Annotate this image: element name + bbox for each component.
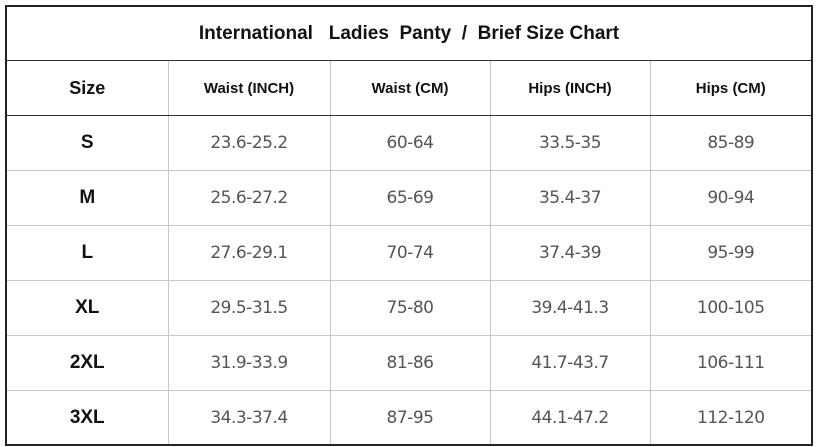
table-row: XL 29.5-31.5 75-80 39.4-41.3 100-105 <box>5 280 813 336</box>
cell-waist-inch: 27.6-29.1 <box>167 225 331 281</box>
header-size: Size <box>5 60 169 116</box>
cell-waist-inch: 34.3-37.4 <box>167 390 331 446</box>
table-row: 3XL 34.3-37.4 87-95 44.1-47.2 112-120 <box>5 390 813 446</box>
cell-waist-inch: 29.5-31.5 <box>167 280 331 336</box>
cell-size: 3XL <box>5 390 169 446</box>
cell-size: L <box>5 225 169 281</box>
cell-hips-inch: 41.7-43.7 <box>489 335 651 391</box>
cell-hips-cm: 85-89 <box>649 115 813 171</box>
header-hips-inch: Hips (INCH) <box>489 60 651 116</box>
header-waist-inch: Waist (INCH) <box>167 60 331 116</box>
header-waist-cm: Waist (CM) <box>329 60 491 116</box>
header-row: Size Waist (INCH) Waist (CM) Hips (INCH)… <box>5 60 813 116</box>
table-row: S 23.6-25.2 60-64 33.5-35 85-89 <box>5 115 813 171</box>
size-chart-table: International Ladies Panty / Brief Size … <box>5 5 814 446</box>
cell-waist-cm: 81-86 <box>329 335 491 391</box>
cell-waist-inch: 25.6-27.2 <box>167 170 331 226</box>
cell-hips-cm: 95-99 <box>649 225 813 281</box>
table-row: M 25.6-27.2 65-69 35.4-37 90-94 <box>5 170 813 226</box>
cell-hips-cm: 112-120 <box>649 390 813 446</box>
cell-hips-inch: 35.4-37 <box>489 170 651 226</box>
table-row: L 27.6-29.1 70-74 37.4-39 95-99 <box>5 225 813 281</box>
cell-size: M <box>5 170 169 226</box>
cell-hips-inch: 39.4-41.3 <box>489 280 651 336</box>
cell-waist-cm: 75-80 <box>329 280 491 336</box>
cell-waist-cm: 87-95 <box>329 390 491 446</box>
cell-waist-inch: 31.9-33.9 <box>167 335 331 391</box>
cell-hips-cm: 106-111 <box>649 335 813 391</box>
chart-title: International Ladies Panty / Brief Size … <box>5 5 813 61</box>
cell-size: S <box>5 115 169 171</box>
cell-size: XL <box>5 280 169 336</box>
cell-size: 2XL <box>5 335 169 391</box>
cell-hips-cm: 90-94 <box>649 170 813 226</box>
table-row: 2XL 31.9-33.9 81-86 41.7-43.7 106-111 <box>5 335 813 391</box>
cell-hips-cm: 100-105 <box>649 280 813 336</box>
cell-hips-inch: 44.1-47.2 <box>489 390 651 446</box>
cell-hips-inch: 37.4-39 <box>489 225 651 281</box>
cell-waist-cm: 70-74 <box>329 225 491 281</box>
header-hips-cm: Hips (CM) <box>649 60 813 116</box>
cell-waist-inch: 23.6-25.2 <box>167 115 331 171</box>
cell-waist-cm: 60-64 <box>329 115 491 171</box>
cell-hips-inch: 33.5-35 <box>489 115 651 171</box>
cell-waist-cm: 65-69 <box>329 170 491 226</box>
